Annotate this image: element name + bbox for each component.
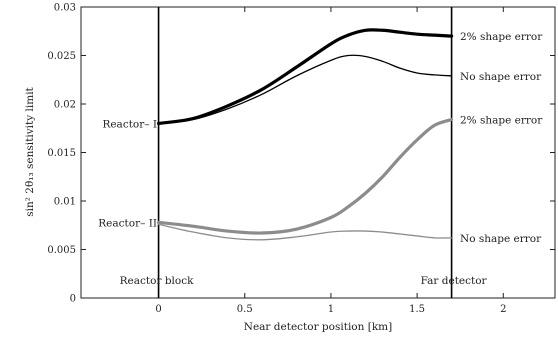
series-label: No shape error [460, 233, 542, 245]
y-tick-label: 0.015 [47, 148, 76, 159]
x-tick-label: 0.5 [237, 304, 253, 315]
x-tick-label: 1.5 [409, 304, 425, 315]
x-axis-label: Near detector position [km] [244, 321, 392, 333]
y-tick-label: 0.02 [54, 100, 76, 111]
row-label: Reactor– II [98, 217, 157, 229]
x-tick-label: 0 [155, 304, 161, 315]
series-group [156, 28, 454, 241]
series-label: 2% shape error [460, 31, 543, 43]
y-tick-label: 0.025 [47, 51, 76, 62]
series-line [156, 28, 454, 125]
y-tick-label: 0.03 [54, 3, 76, 14]
vertical-marker-label: Far detector [421, 275, 488, 287]
series-line [156, 117, 454, 235]
vertical-marker-label: Reactor block [120, 275, 194, 287]
series-line [157, 223, 453, 241]
row-label: Reactor– I [102, 118, 157, 130]
x-tick-label: 1 [328, 304, 334, 315]
x-tick-label: 2 [500, 304, 506, 315]
y-tick-label: 0.01 [54, 197, 76, 208]
series-line [157, 54, 453, 125]
y-tick-label: 0 [70, 294, 76, 305]
y-axis-label: sin² 2θ₁₃ sensitivity limit [24, 86, 36, 216]
label-group: Reactor block Far detector 2% shape error N… [98, 31, 543, 287]
vertical-markers [157, 7, 453, 298]
series-label: No shape error [460, 71, 542, 83]
axis-ticks: 0 0.005 0.01 0.015 0.02 0.025 0.03 0 0.5 1 1.5 2 [47, 3, 555, 315]
series-label: 2% shape error [460, 115, 543, 127]
y-tick-label: 0.005 [47, 245, 76, 256]
